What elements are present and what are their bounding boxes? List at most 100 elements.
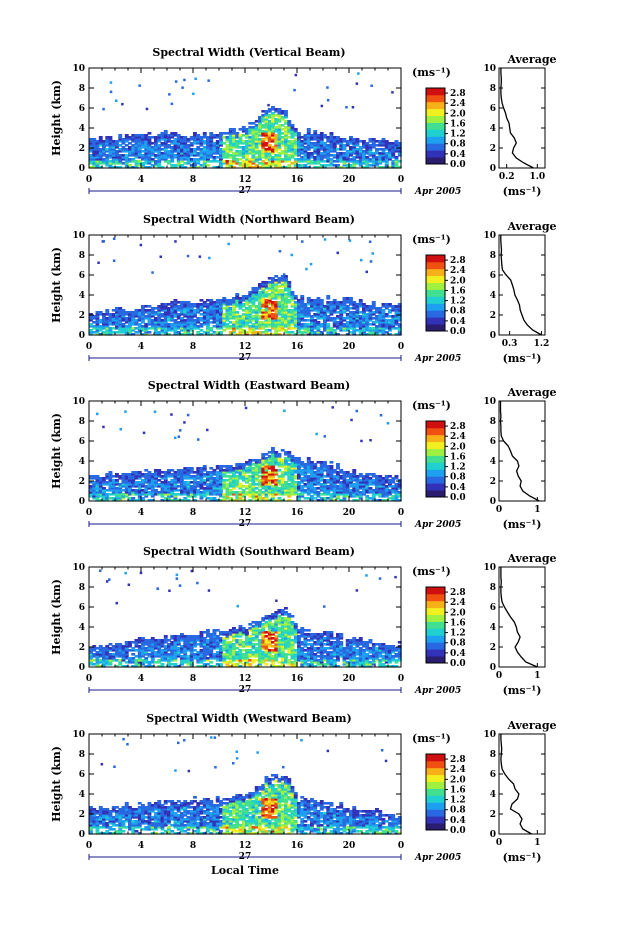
heatmap-cell [397,319,402,322]
heatmap-cell [206,146,210,149]
heatmap-cell [316,325,321,328]
heatmap-cell [261,120,266,123]
heatmap-cell [173,305,178,308]
heatmap-cell [371,481,376,484]
heatmap-cell [131,148,136,151]
heatmap-cell [219,132,223,135]
heatmap-cell [118,156,123,159]
heatmap-cell [264,295,269,298]
heatmap-cell [173,495,178,498]
heatmap-cell [280,475,285,478]
heatmap-cell [258,327,262,330]
heatmap-cell [316,499,321,502]
heatmap-cell [368,477,373,480]
heatmap-cell [134,160,139,163]
heatmap-cell [241,331,246,334]
heatmap-cell [108,152,113,155]
heatmap-cell [189,164,194,167]
heatmap-cell [219,142,223,145]
heatmap-cell [131,138,136,141]
heatmap-cell [147,144,152,147]
heatmap-cell [284,325,288,328]
heatmap-cell [196,325,201,328]
heatmap-cell [326,465,331,468]
heatmap-cell [137,146,142,149]
heatmap-cell [342,487,347,490]
heatmap-cell [310,465,314,468]
heatmap-cell [134,148,139,151]
heatmap-cell [329,327,334,330]
heatmap-cell [293,311,298,314]
heatmap-cell [92,327,97,330]
heatmap-cell [89,647,93,650]
heatmap-cell [108,659,113,662]
heatmap-cell [173,655,178,658]
heatmap-cell [128,150,132,153]
heatmap-cell [258,485,262,488]
heatmap-cell [215,134,220,137]
heatmap-cell [388,303,392,306]
heatmap-cell [280,275,285,278]
heatmap-cell [176,154,181,157]
heatmap-cell [332,305,337,308]
heatmap-cell [267,467,272,470]
heatmap-cell [176,475,181,478]
heatmap-cell [238,325,243,328]
heatmap-cell [202,473,207,476]
heatmap-cell [313,305,318,308]
heatmap-cell [121,158,126,161]
heatmap-cell [284,130,288,133]
heatmap-cell [245,317,249,320]
heatmap-cell [264,333,269,336]
heatmap-cell [258,461,262,464]
heatmap-cell [134,477,139,480]
heatmap-cell [180,327,184,330]
heatmap-cell [144,469,149,472]
heatmap-cell [358,305,363,308]
heatmap-cell [245,164,249,167]
heatmap-cell [349,327,353,330]
heatmap-cell [297,483,301,486]
x-tick-label: 0 [86,508,92,518]
heatmap-cell [297,142,301,145]
heatmap-cell [261,497,266,500]
heatmap-cell [332,493,337,496]
heatmap-cell [345,301,350,304]
heatmap-cell [284,323,288,326]
heatmap-cell [128,645,132,648]
heatmap-cell [271,469,275,472]
heatmap-cell [316,297,321,300]
heatmap-cell [293,315,298,318]
heatmap-cell [329,138,334,141]
y-axis-label: Height (km) [50,247,63,323]
heatmap-cell [222,481,227,484]
heatmap-cell [225,305,230,308]
heatmap-cell [131,313,136,316]
heatmap-cell [326,311,331,314]
heatmap-cell [193,142,197,145]
heatmap-cell [306,461,311,464]
heatmap-cell [102,317,106,320]
heatmap-cell [293,481,298,484]
heatmap-cell [258,134,262,137]
heatmap-cell [232,158,236,161]
heatmap-cell [196,489,201,492]
heatmap-cell [349,303,353,306]
heatmap-cell [284,315,288,318]
heatmap-cell [144,333,149,336]
heatmap-cell [358,311,363,314]
heatmap-cell [147,665,152,668]
x-tick-label: 12 [239,342,252,352]
heatmap-cell [355,485,360,488]
heatmap-cell [180,329,184,332]
heatmap-cell [186,315,191,318]
heatmap-cell [280,140,285,143]
heatmap-cell [313,493,318,496]
heatmap-cell [352,160,357,163]
heatmap-cell [280,291,285,294]
heatmap-cell [358,160,363,163]
heatmap-cell [199,475,204,478]
heatmap-cell [332,140,337,143]
heatmap-cell [228,313,233,316]
heatmap-cell [297,140,301,143]
